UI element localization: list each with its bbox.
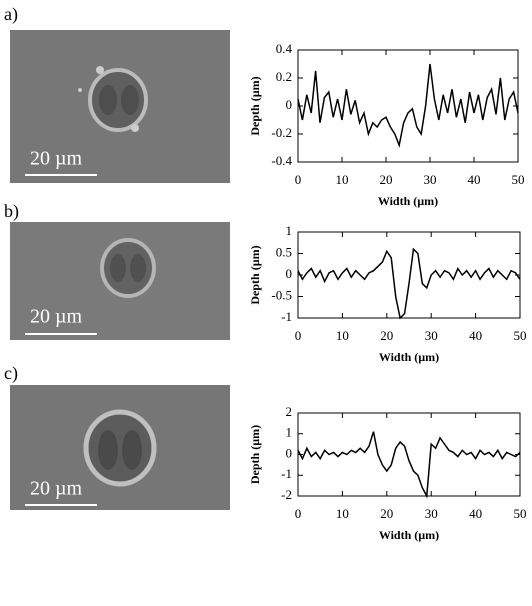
y-tick-label: 0 [286,266,293,281]
x-tick-label: 20 [380,328,393,343]
x-tick-label: 30 [425,328,438,343]
y-axis-label: Depth (µm) [248,76,262,135]
profile-line [297,431,521,499]
y-tick-label: -0.2 [271,125,292,140]
x-tick-label: 50 [512,172,525,187]
y-tick-label: 0.4 [276,41,293,56]
panel-label: b) [4,201,19,222]
x-tick-label: 0 [295,506,302,521]
x-tick-label: 20 [380,506,393,521]
scale-bar-label: 20 µm [30,148,83,170]
y-tick-label: 0.5 [276,244,292,259]
y-tick-label: -1 [281,466,292,481]
sem-image: 20 µm [10,385,230,510]
y-tick-label: -0.5 [271,287,292,302]
x-tick-label: 50 [514,506,527,521]
plot-frame [297,231,521,319]
sem-image: 20 µm [10,222,230,340]
x-axis-label: Width (µm) [379,350,439,364]
y-tick-label: 0 [286,445,293,460]
x-tick-label: 40 [469,328,482,343]
profile-line [297,63,519,148]
x-axis-label: Width (µm) [378,194,438,208]
sem-image: 20 µm [10,30,230,183]
x-tick-label: 40 [469,506,482,521]
x-tick-label: 10 [336,172,349,187]
y-axis-label: Depth (µm) [248,425,262,484]
scale-bar-label: 20 µm [30,306,83,328]
x-tick-label: 0 [295,172,302,187]
plot-frame [297,412,521,497]
x-tick-label: 10 [336,506,349,521]
x-tick-label: 40 [468,172,481,187]
y-tick-label: -0.4 [271,153,292,168]
y-tick-label: 1 [286,223,293,238]
scale-bar-label: 20 µm [30,478,83,500]
y-tick-label: 2 [286,404,293,419]
panel-label: a) [4,4,18,25]
profile-line [297,247,521,320]
y-tick-label: -2 [281,487,292,502]
x-tick-label: 0 [295,328,302,343]
x-tick-label: 10 [336,328,349,343]
x-tick-label: 30 [425,506,438,521]
y-tick-label: 0 [286,97,293,112]
x-axis-label: Width (µm) [379,528,439,542]
y-axis-label: Depth (µm) [248,245,262,304]
x-tick-label: 50 [514,328,527,343]
panel-label: c) [4,363,18,384]
x-tick-label: 30 [424,172,437,187]
y-tick-label: 0.2 [276,69,292,84]
x-tick-label: 20 [380,172,393,187]
y-tick-label: -1 [281,309,292,324]
y-tick-label: 1 [286,425,293,440]
